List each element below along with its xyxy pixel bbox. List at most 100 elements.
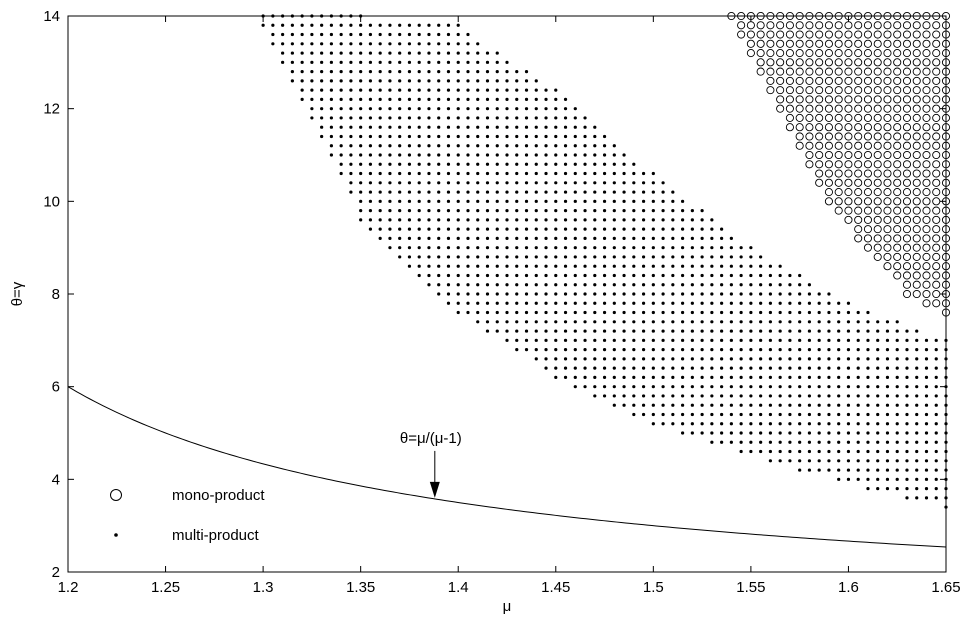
multi-product-point bbox=[300, 97, 304, 101]
mono-product-point bbox=[883, 30, 892, 39]
multi-product-point bbox=[612, 199, 616, 203]
multi-product-point bbox=[485, 218, 490, 222]
multi-product-point bbox=[885, 329, 890, 333]
multi-product-point bbox=[534, 338, 538, 342]
mono-product-point bbox=[795, 58, 804, 67]
multi-product-point bbox=[554, 171, 558, 176]
multi-product-point bbox=[437, 171, 441, 176]
multi-product-point bbox=[700, 209, 704, 213]
multi-product-point bbox=[885, 459, 890, 463]
multi-product-point bbox=[573, 385, 577, 389]
multi-product-point bbox=[729, 440, 733, 444]
multi-product-point bbox=[661, 329, 665, 333]
mono-product-point bbox=[854, 104, 863, 113]
multi-product-point bbox=[388, 79, 392, 83]
multi-product-point bbox=[837, 348, 841, 352]
multi-product-point bbox=[817, 431, 821, 435]
multi-product-point bbox=[759, 366, 763, 370]
multi-product-point bbox=[320, 97, 324, 101]
mono-product-point bbox=[766, 30, 775, 39]
multi-product-point bbox=[759, 255, 763, 259]
x-tick-label: 1.25 bbox=[151, 579, 180, 596]
multi-product-point bbox=[485, 199, 490, 203]
multi-product-point bbox=[876, 385, 880, 389]
multi-product-point bbox=[563, 181, 568, 185]
multi-product-point bbox=[632, 394, 636, 398]
multi-product-point bbox=[837, 310, 841, 315]
mono-product-point bbox=[854, 197, 863, 206]
multi-product-point bbox=[476, 209, 480, 213]
multi-product-point bbox=[388, 97, 392, 101]
multi-product-point bbox=[661, 181, 665, 185]
multi-product-point bbox=[554, 357, 558, 361]
multi-product-point bbox=[437, 236, 441, 240]
multi-product-point bbox=[876, 468, 880, 472]
legend: mono-product multi-product bbox=[110, 487, 265, 544]
multi-product-point bbox=[456, 283, 460, 287]
multi-product-point bbox=[583, 190, 587, 194]
mono-product-point bbox=[873, 225, 882, 234]
multi-product-point bbox=[612, 357, 616, 361]
mono-product-point bbox=[902, 197, 912, 206]
multi-product-point bbox=[915, 385, 919, 389]
multi-product-point bbox=[437, 246, 441, 250]
mono-product-point bbox=[912, 197, 921, 206]
multi-product-point bbox=[300, 79, 304, 83]
mono-product-point bbox=[912, 206, 921, 215]
multi-product-point bbox=[944, 357, 948, 361]
multi-product-point bbox=[720, 292, 724, 296]
mono-product-point bbox=[766, 21, 775, 30]
multi-product-point bbox=[417, 246, 421, 250]
multi-product-point bbox=[446, 283, 451, 287]
mono-product-point bbox=[893, 11, 902, 21]
multi-product-point bbox=[320, 134, 324, 139]
multi-product-point bbox=[388, 162, 392, 166]
mono-product-point bbox=[805, 150, 814, 160]
multi-product-point bbox=[681, 264, 685, 268]
multi-product-point bbox=[563, 227, 568, 231]
multi-product-point bbox=[671, 310, 675, 315]
multi-product-point bbox=[495, 107, 499, 111]
multi-product-point bbox=[622, 153, 626, 157]
multi-product-point bbox=[846, 301, 851, 305]
multi-product-point bbox=[915, 468, 919, 472]
multi-product-point bbox=[602, 329, 607, 333]
multi-product-point bbox=[681, 357, 685, 361]
multi-product-point bbox=[778, 459, 782, 463]
multi-product-point bbox=[661, 273, 665, 278]
mono-product-point bbox=[883, 178, 892, 187]
mono-product-point bbox=[815, 132, 824, 141]
multi-product-point bbox=[622, 320, 626, 324]
multi-product-point bbox=[876, 329, 880, 333]
multi-product-point bbox=[602, 310, 607, 315]
multi-product-point bbox=[895, 348, 899, 352]
multi-product-point bbox=[407, 107, 412, 111]
multi-product-point bbox=[466, 246, 470, 250]
mono-product-point bbox=[834, 67, 843, 76]
multi-product-point bbox=[641, 283, 646, 287]
multi-product-point bbox=[837, 459, 841, 463]
multi-product-point bbox=[329, 116, 333, 120]
multi-product-point bbox=[641, 403, 646, 407]
multi-product-point bbox=[329, 23, 333, 27]
multi-product-point bbox=[593, 385, 597, 389]
multi-product-point bbox=[807, 431, 812, 435]
mono-product-point bbox=[815, 169, 824, 178]
multi-product-point bbox=[583, 125, 587, 129]
multi-product-point bbox=[749, 246, 753, 250]
multi-product-point bbox=[729, 246, 733, 250]
mono-product-point bbox=[912, 30, 921, 39]
multi-product-point bbox=[710, 357, 714, 361]
multi-product-point bbox=[368, 162, 373, 166]
multi-product-point bbox=[583, 171, 587, 176]
multi-product-point bbox=[388, 246, 392, 250]
multi-product-point bbox=[456, 88, 460, 92]
multi-product-point bbox=[583, 366, 587, 370]
multi-product-point bbox=[485, 125, 490, 129]
multi-product-point bbox=[573, 144, 577, 148]
mono-product-point bbox=[883, 58, 892, 67]
multi-product-point bbox=[339, 70, 343, 74]
mono-product-point bbox=[893, 206, 902, 215]
multi-product-point bbox=[495, 116, 499, 120]
multi-product-point bbox=[827, 348, 831, 352]
